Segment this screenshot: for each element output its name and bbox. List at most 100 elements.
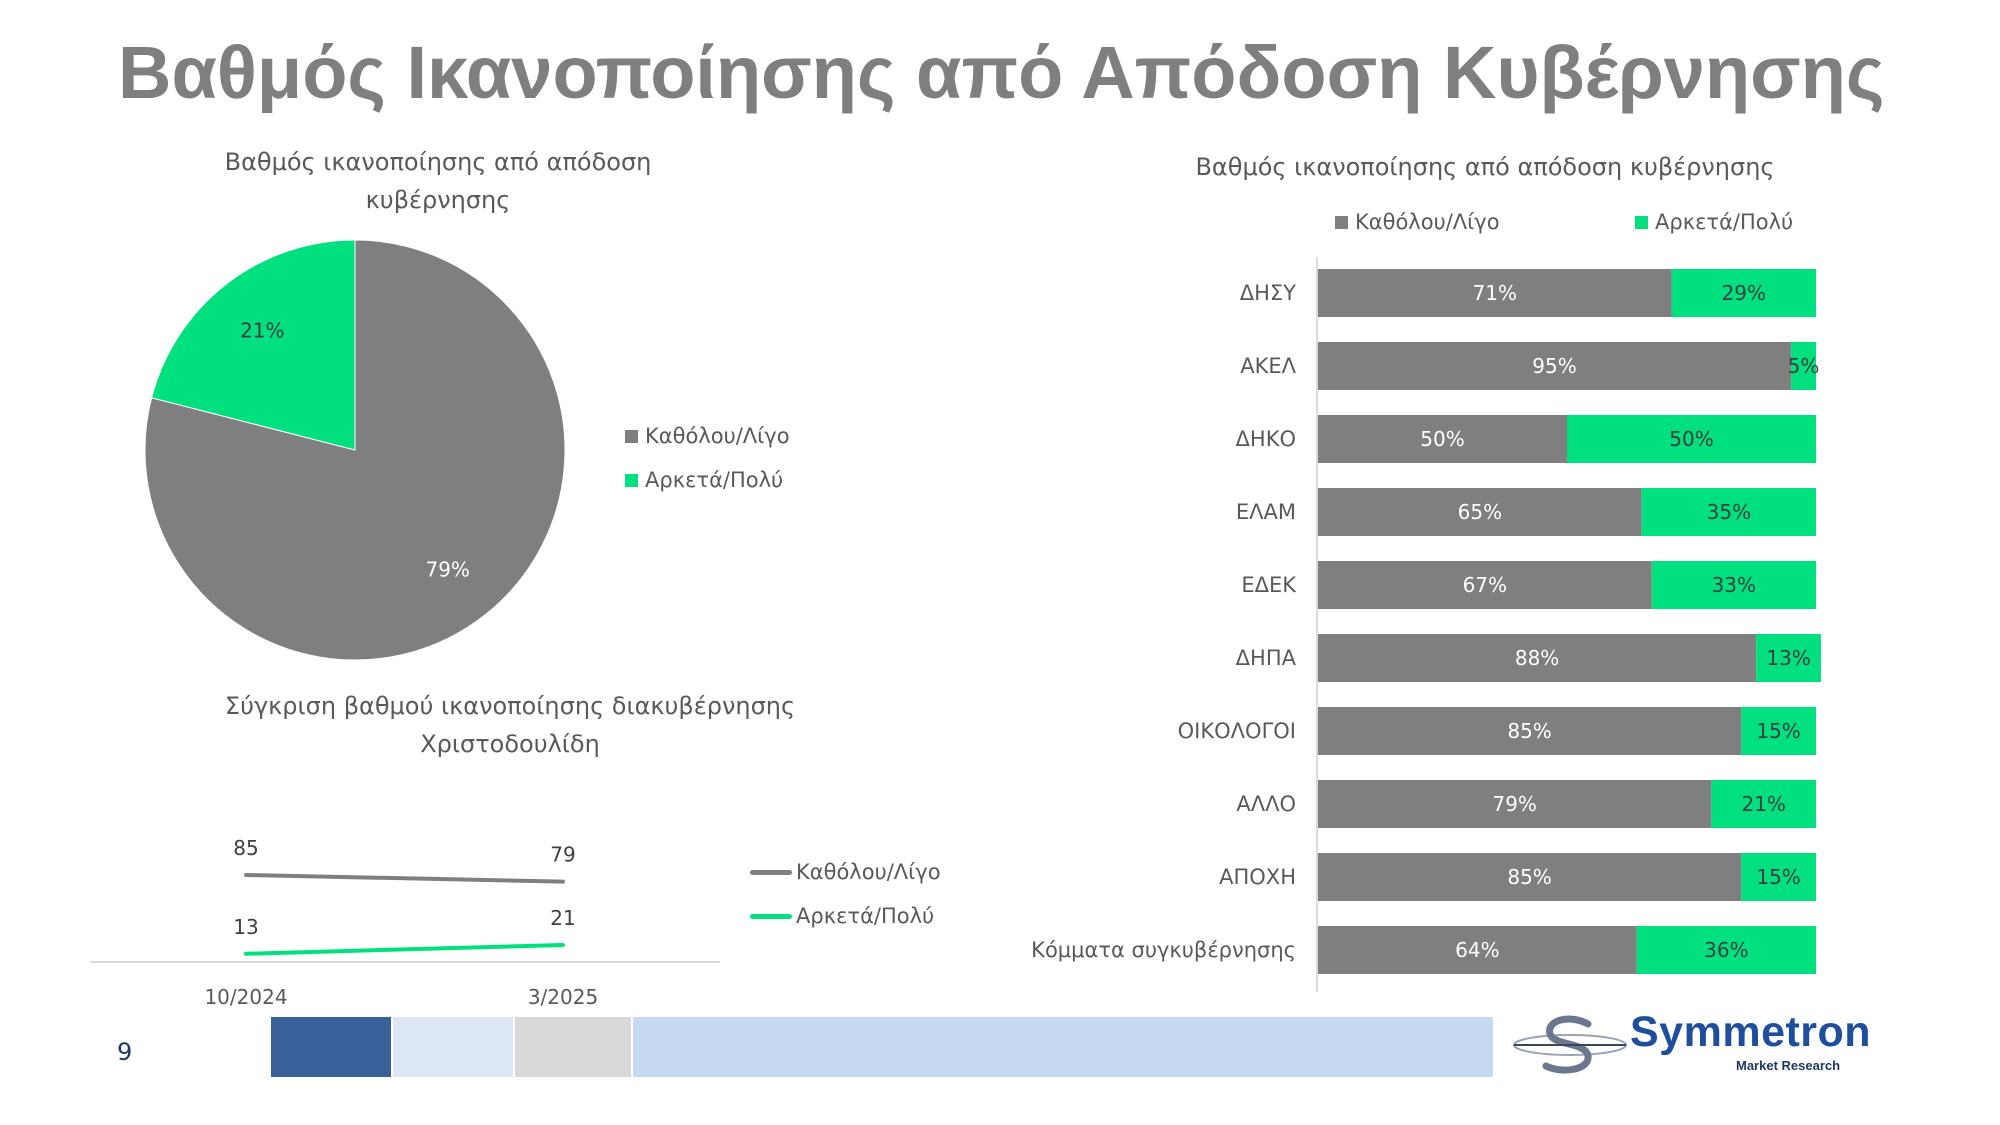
line-data-label: 79 — [550, 843, 575, 867]
footer-band-block-3 — [515, 1017, 631, 1077]
page-number: 9 — [117, 1038, 133, 1066]
bar-data-label: 15% — [1756, 865, 1800, 889]
logo-wordmark: Symmetron — [1630, 1008, 1872, 1056]
line-data-label: 21 — [550, 906, 575, 930]
bar-segment-positive — [1741, 853, 1816, 901]
bar-segment-positive — [1671, 269, 1816, 317]
line-chart-title-line-1: Σύγκριση βαθμού ικανοποίησης διακυβέρνησ… — [224, 692, 796, 720]
bar-segment-negative — [1318, 488, 1642, 536]
bar-segment-positive — [1756, 634, 1821, 682]
bar-category-label: ΑΛΛΟ — [1236, 792, 1296, 816]
bar-segment-positive — [1567, 415, 1816, 463]
line-chart-title: Σύγκριση βαθμού ικανοποίησης διακυβέρνησ… — [180, 687, 840, 763]
legend-swatch-positive — [1635, 215, 1648, 229]
legend-swatch-positive — [625, 473, 638, 487]
line-data-label: 85 — [233, 836, 258, 860]
bar-category-label: Κόμματα συγκυβέρνησης — [1031, 938, 1296, 962]
pie-chart: 79% 21% — [144, 239, 566, 661]
bar-segment-negative — [1318, 780, 1712, 828]
line-series-positive — [244, 943, 565, 956]
bar-legend-label-negative: Καθόλου/Λίγο — [1355, 210, 1500, 234]
bar-legend-item-positive: Αρκετά/Πολύ — [1635, 210, 1793, 234]
bar-segment-positive — [1651, 561, 1816, 609]
footer-band-block-2 — [393, 1017, 513, 1077]
bar-data-label: 13% — [1766, 646, 1810, 670]
pie-legend-label-negative: Καθόλου/Λίγο — [645, 424, 790, 448]
bar-segment-negative — [1318, 269, 1672, 317]
line-chart-title-line-2: Χριστοδουλίδη — [420, 730, 600, 758]
page-title: Βαθμός Ικανοποίησης από Απόδοση Κυβέρνησ… — [118, 31, 1885, 114]
line-data-label: 13 — [233, 915, 258, 939]
bar-chart-title-text: Βαθμός ικανοποίησης από απόδοση κυβέρνησ… — [1195, 153, 1775, 181]
footer-band-block-1 — [271, 1017, 391, 1077]
legend-line-negative — [750, 869, 792, 875]
bar-category-label: ΕΔΕΚ — [1241, 573, 1297, 597]
pie-legend-item-positive: Αρκετά/Πολύ — [625, 468, 783, 492]
logo-mark-icon — [1513, 1015, 1627, 1074]
bar-segment-negative — [1318, 707, 1742, 755]
footer-band-block-4 — [633, 1017, 1493, 1077]
bar-data-label: 36% — [1704, 938, 1748, 962]
bar-segment-negative — [1318, 634, 1757, 682]
bar-data-label: 5% — [1788, 354, 1820, 378]
bar-category-label: ΔΗΚΟ — [1236, 427, 1296, 451]
bar-data-label: 71% — [1473, 281, 1517, 305]
line-legend-item-negative: Καθόλου/Λίγο — [750, 860, 941, 884]
bar-segment-negative — [1318, 342, 1792, 390]
line-legend-label-negative: Καθόλου/Λίγο — [796, 860, 941, 884]
legend-line-positive — [750, 913, 792, 919]
bar-segment-positive — [1711, 780, 1816, 828]
legend-swatch-negative — [1335, 215, 1348, 229]
bar-segment-positive — [1791, 342, 1816, 390]
line-chart: 85 79 13 21 10/2024 3/2025 — [90, 836, 720, 1009]
line-series-negative — [244, 873, 565, 884]
symmetron-logo: Symmetron Market Research — [1510, 1008, 1880, 1080]
pie-chart-title-line-1: Βαθμός ικανοποίησης από απόδοση — [224, 148, 652, 176]
legend-swatch-negative — [625, 429, 638, 443]
bar-chart-title: Βαθμός ικανοποίησης από απόδοση κυβέρνησ… — [1130, 148, 1840, 186]
pie-slice — [150, 239, 356, 451]
line-legend-item-positive: Αρκετά/Πολύ — [750, 904, 934, 928]
bar-segment-negative — [1318, 415, 1567, 463]
bar-data-label: 79% — [1492, 792, 1536, 816]
bar-legend-item-negative: Καθόλου/Λίγο — [1335, 210, 1500, 234]
bar-category-label: ΔΗΣΥ — [1240, 281, 1296, 305]
bar-data-label: 35% — [1707, 500, 1751, 524]
bar-segment-negative — [1318, 853, 1742, 901]
bar-category-label: ΕΛΑΜ — [1236, 500, 1296, 524]
bar-category-label: ΑΠΟΧΗ — [1219, 865, 1296, 889]
bar-data-label: 50% — [1669, 427, 1713, 451]
bar-data-label: 65% — [1458, 500, 1502, 524]
bar-data-label: 21% — [1741, 792, 1785, 816]
bar-segment-positive — [1741, 707, 1816, 755]
bar-data-label: 85% — [1507, 865, 1551, 889]
bar-data-label: 85% — [1507, 719, 1551, 743]
pie-chart-title-line-2: κυβέρνησης — [365, 186, 511, 214]
bar-data-label: 67% — [1463, 573, 1507, 597]
bar-data-label: 15% — [1756, 719, 1800, 743]
bar-category-label: ΟΙΚΟΛΟΓΟΙ — [1178, 719, 1296, 743]
bar-data-label: 88% — [1515, 646, 1559, 670]
bar-segment-positive — [1641, 488, 1816, 536]
pie-data-label: 21% — [240, 319, 284, 343]
bar-data-label: 64% — [1455, 938, 1499, 962]
pie-data-label: 79% — [425, 558, 469, 582]
line-legend-label-positive: Αρκετά/Πολύ — [796, 904, 935, 928]
bar-data-label: 50% — [1420, 427, 1464, 451]
bar-data-label: 33% — [1712, 573, 1756, 597]
bar-segment-negative — [1318, 561, 1652, 609]
bar-legend-label-positive: Αρκετά/Πολύ — [1655, 210, 1794, 234]
bar-category-label: ΑΚΕΛ — [1240, 354, 1296, 378]
bar-data-label: 95% — [1532, 354, 1576, 378]
bar-data-label: 29% — [1722, 281, 1766, 305]
pie-chart-title: Βαθμός ικανοποίησης από απόδοση κυβέρνησ… — [168, 143, 708, 219]
bar-segment-negative — [1318, 926, 1637, 974]
pie-legend-item-negative: Καθόλου/Λίγο — [625, 424, 790, 448]
logo-tagline: Market Research — [1736, 1058, 1841, 1073]
pie-legend-label-positive: Αρκετά/Πολύ — [645, 468, 784, 492]
bar-chart: ΔΗΣΥ 71% 29% ΑΚΕΛ 95% 5% ΔΗΚΟ 50% 50% ΕΛΑΜ 65% 35% Ε… — [1031, 257, 1821, 992]
bar-segment-positive — [1636, 926, 1816, 974]
line-x-tick-label: 10/2024 — [204, 985, 287, 1009]
line-x-tick-label: 3/2025 — [528, 985, 598, 1009]
bar-category-label: ΔΗΠΑ — [1236, 646, 1297, 670]
